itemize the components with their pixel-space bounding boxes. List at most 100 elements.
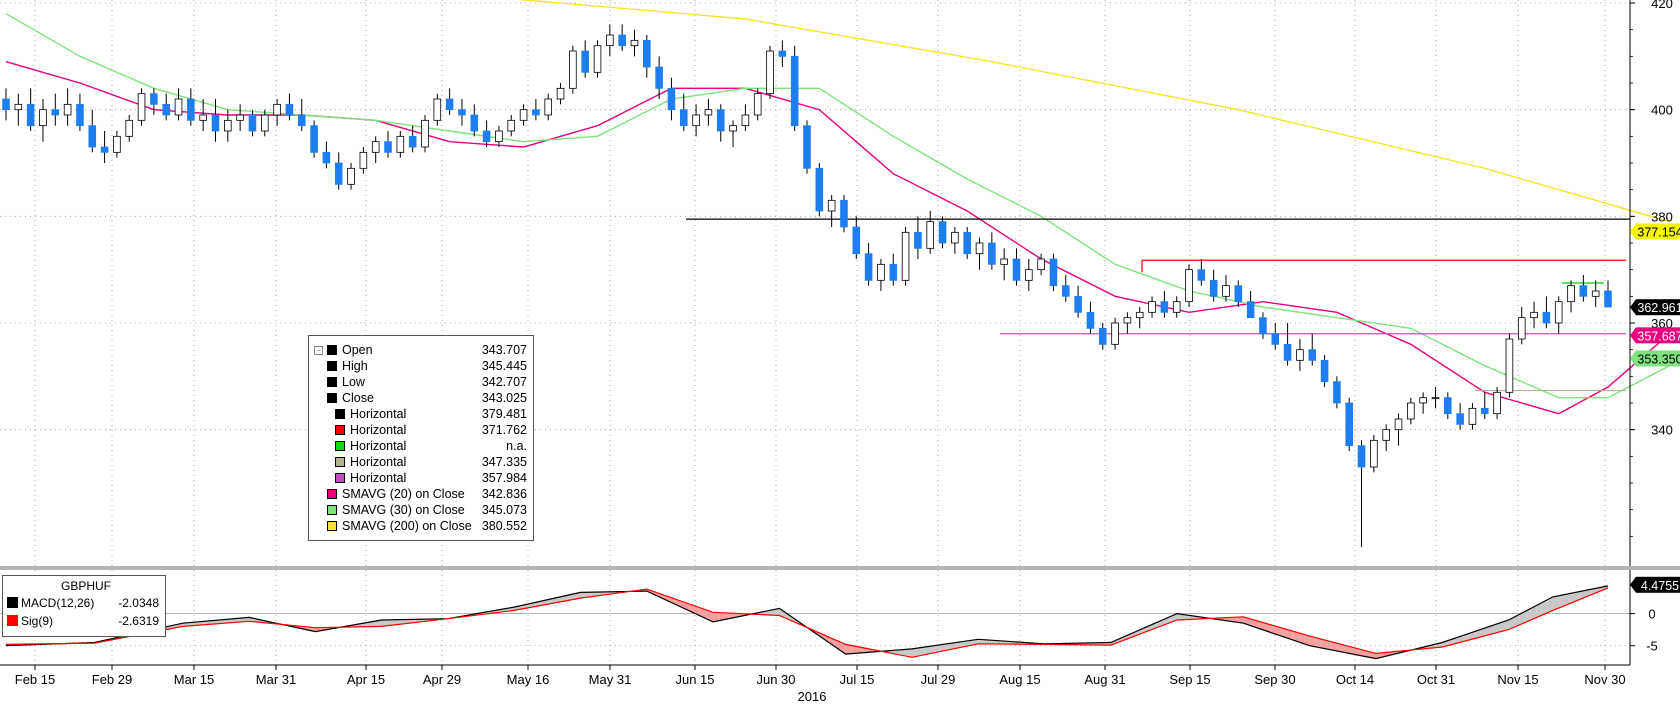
macd-fill xyxy=(1287,629,1294,641)
candle xyxy=(458,99,466,126)
candle xyxy=(581,40,589,78)
collapse-icon[interactable]: − xyxy=(314,346,323,355)
candle-body xyxy=(174,98,183,116)
candle-body xyxy=(1123,317,1132,324)
candle-body xyxy=(445,98,454,111)
macd-fill xyxy=(956,641,962,649)
candle-body xyxy=(1160,301,1169,313)
y-tick-label: 400 xyxy=(1651,103,1673,118)
x-tick-label: Jun 30 xyxy=(756,672,795,687)
candle-body xyxy=(1222,285,1230,297)
candle-body xyxy=(519,109,528,121)
candle xyxy=(88,109,97,153)
candle-body xyxy=(1148,301,1156,313)
candle-body xyxy=(1382,429,1390,441)
candle xyxy=(1517,307,1526,345)
candle xyxy=(606,24,614,57)
candle xyxy=(1431,387,1440,409)
candle-body xyxy=(1357,445,1366,468)
candle-body xyxy=(88,125,97,148)
candle xyxy=(1209,269,1218,302)
candle-body xyxy=(544,98,553,116)
macd-fill xyxy=(773,608,780,616)
candle xyxy=(1123,312,1132,334)
macd-fill xyxy=(376,620,382,627)
candle xyxy=(1185,264,1193,307)
macd-fill xyxy=(1320,639,1327,649)
candle-body xyxy=(260,114,269,132)
legend-swatch xyxy=(327,521,337,531)
candle-body xyxy=(273,103,281,116)
macd-legend-row-signal: Sig(9) -2.6319 xyxy=(7,614,161,629)
legend-row: Horizontal 379.481 xyxy=(309,406,533,422)
candle xyxy=(877,259,885,291)
candle-body xyxy=(1579,285,1588,297)
macd-fill xyxy=(1480,627,1487,637)
candle xyxy=(322,141,331,169)
candle-body xyxy=(248,114,257,132)
candle-body xyxy=(532,109,540,116)
macd-fill xyxy=(569,593,575,601)
candle xyxy=(1234,280,1243,307)
candle xyxy=(1197,259,1206,286)
candle xyxy=(778,40,787,67)
macd-fill xyxy=(204,620,211,625)
macd-fill xyxy=(1121,635,1128,641)
x-tick-label: Nov 15 xyxy=(1497,672,1538,687)
candle-body xyxy=(1444,397,1452,415)
candle-body xyxy=(1345,402,1354,447)
candle-body xyxy=(1456,413,1464,425)
macd-fill xyxy=(1519,611,1526,625)
legend-value: 371.762 xyxy=(481,423,527,437)
macd-fill xyxy=(961,640,968,648)
macd-fill xyxy=(1569,592,1575,604)
candle-body xyxy=(593,45,602,73)
candle xyxy=(297,99,306,131)
candle-body xyxy=(334,162,343,185)
candle-body xyxy=(815,167,824,212)
candle xyxy=(1579,275,1588,302)
candle-body xyxy=(396,135,405,153)
macd-fill xyxy=(1348,646,1354,655)
legend-row: SMAVG (200) on Close 380.552 xyxy=(309,518,533,534)
candle-body xyxy=(1135,311,1144,319)
candle-body xyxy=(716,109,725,132)
candle-body xyxy=(125,119,134,137)
legend-label: Horizontal xyxy=(350,455,407,469)
candle xyxy=(1160,291,1169,318)
candle xyxy=(273,99,281,126)
y-tick-label: 420 xyxy=(1651,0,1673,11)
macd-fill xyxy=(1260,621,1266,631)
macd-fill xyxy=(934,644,940,653)
candle xyxy=(1074,285,1082,318)
candle xyxy=(901,227,910,286)
macd-fill xyxy=(1337,643,1343,653)
candle-body xyxy=(1591,290,1600,297)
candle-body xyxy=(458,109,466,116)
candle xyxy=(113,131,121,158)
macd-fill xyxy=(558,596,564,603)
candle-body xyxy=(470,114,479,132)
candle-body xyxy=(1542,311,1551,324)
candle-body xyxy=(938,221,947,244)
macd-fill xyxy=(1497,621,1503,633)
legend-swatch xyxy=(335,457,345,467)
candle-body xyxy=(864,253,873,281)
legend-label: SMAVG (200) on Close xyxy=(342,519,472,533)
legend-value: 342.836 xyxy=(481,487,527,501)
macd-fill xyxy=(199,621,205,626)
candle xyxy=(1444,392,1452,419)
macd-fill xyxy=(978,639,984,644)
candle xyxy=(39,99,47,142)
candle-body xyxy=(790,55,799,127)
x-tick-label: Aug 31 xyxy=(1084,672,1125,687)
signal-label: Sig(9) xyxy=(21,614,54,628)
badge-pointer xyxy=(1630,576,1636,593)
legend-value: 343.707 xyxy=(481,343,527,357)
legend-swatch xyxy=(335,441,345,451)
candle xyxy=(1382,424,1390,451)
candle xyxy=(951,227,959,254)
candle-body xyxy=(1554,301,1563,324)
sma-line xyxy=(5,13,1670,399)
